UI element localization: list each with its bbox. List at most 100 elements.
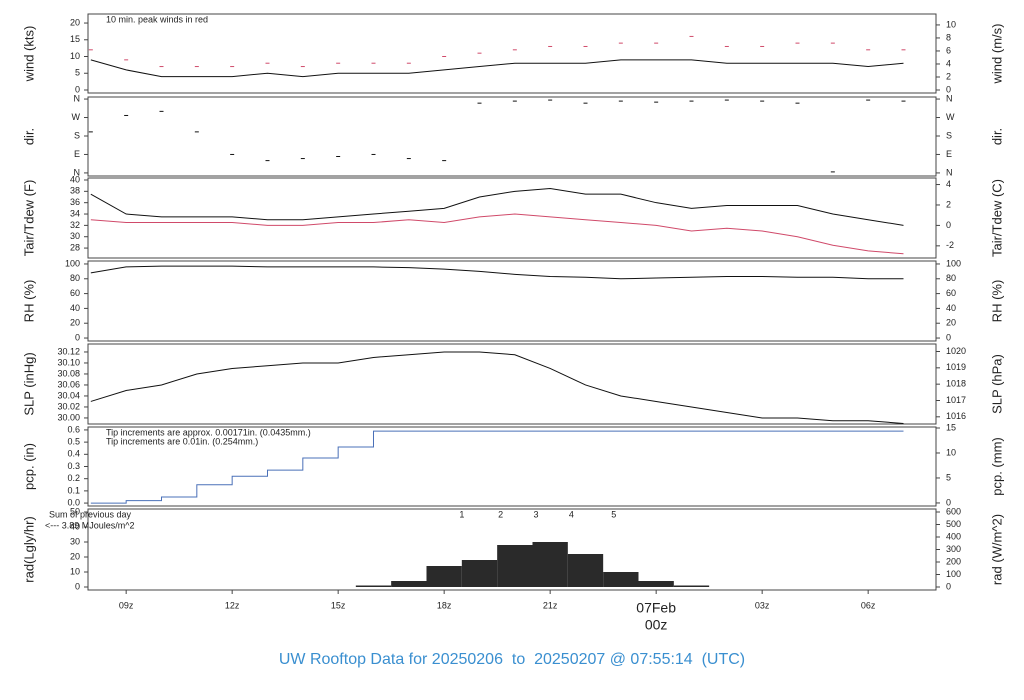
- y-tick-label: 5: [946, 472, 951, 482]
- y-tick-label: 30.12: [57, 346, 80, 356]
- series-line: [90, 213, 904, 255]
- y-tick-label: W: [946, 112, 955, 122]
- y-tick-label: 40: [70, 521, 80, 531]
- y-tick-label: N: [946, 93, 953, 103]
- y-tick-label: 1020: [946, 346, 966, 356]
- x-tick-label: 09z: [119, 600, 134, 610]
- y-tick-label: 0: [946, 332, 951, 342]
- y-tick-label: N: [74, 93, 81, 103]
- y-tick-label: 0: [946, 581, 951, 591]
- y2-axis-label: wind (m/s): [989, 24, 1004, 85]
- bar: [497, 545, 533, 587]
- y-tick-label: 15: [70, 34, 80, 44]
- y-tick-label: 30.08: [57, 368, 80, 378]
- x-tick-label: 12z: [225, 600, 240, 610]
- panel-frame: [87, 260, 937, 342]
- y-tick-label: 20: [70, 318, 80, 328]
- y-axis-label: SLP (inHg): [21, 352, 36, 415]
- y-tick-label: 2: [946, 71, 951, 81]
- y-tick-label: 40: [70, 303, 80, 313]
- series-line: [90, 265, 904, 280]
- y-tick-label: S: [74, 130, 80, 140]
- y-tick-label: 1016: [946, 411, 966, 421]
- date-label: 07Feb: [636, 600, 676, 616]
- y-tick-label: 20: [70, 17, 80, 27]
- y-tick-label: 60: [946, 288, 956, 298]
- y-tick-label: 600: [946, 506, 961, 516]
- y2-axis-label: RH (%): [989, 280, 1004, 323]
- bar: [603, 572, 639, 587]
- x-tick-label: 03z: [755, 600, 770, 610]
- x-tick-label: 15z: [331, 600, 346, 610]
- y-tick-label: 100: [946, 258, 961, 268]
- y-tick-label: 10: [70, 566, 80, 576]
- y-tick-label: 4: [946, 58, 951, 68]
- bar: [355, 585, 392, 587]
- y-tick-label: 8: [946, 32, 951, 42]
- bar: [391, 581, 427, 587]
- marker-label: 2: [498, 509, 503, 519]
- y-tick-label: 30: [70, 231, 80, 241]
- side-note: Sum of previous day: [49, 509, 132, 519]
- y-tick-label: 30.02: [57, 401, 80, 411]
- bar: [567, 554, 604, 587]
- y-tick-label: 0: [946, 497, 951, 507]
- y2-axis-label: rad (W/m^2): [989, 514, 1004, 585]
- panel-frame: [87, 96, 937, 177]
- y-tick-label: 30.06: [57, 379, 80, 389]
- y-tick-label: 30.04: [57, 390, 80, 400]
- y-tick-label: 0: [75, 332, 80, 342]
- bar: [461, 560, 498, 587]
- y-tick-label: 5: [75, 68, 80, 78]
- side-note: <--- 3.89 MJoules/m^2: [45, 520, 135, 530]
- y-tick-label: 38: [70, 186, 80, 196]
- y-tick-label: 0.6: [67, 424, 80, 434]
- series-line: [90, 187, 904, 226]
- y-tick-label: 100: [65, 258, 80, 268]
- y-tick-label: 10: [70, 51, 80, 61]
- x-tick-label: 18z: [437, 600, 452, 610]
- y-tick-label: 6: [946, 45, 951, 55]
- panel-frame: [87, 13, 937, 94]
- y-tick-label: W: [72, 112, 81, 122]
- y-tick-label: 30.10: [57, 357, 80, 367]
- y-tick-label: 0.0: [67, 497, 80, 507]
- panel-frame: [87, 343, 937, 425]
- y-tick-label: 0.4: [67, 449, 80, 459]
- x-tick-label: 21z: [543, 600, 558, 610]
- y-tick-label: 40: [946, 303, 956, 313]
- y-tick-label: E: [74, 149, 80, 159]
- y-tick-label: 0: [75, 84, 80, 94]
- y-tick-label: 200: [946, 556, 961, 566]
- y-tick-label: 300: [946, 544, 961, 554]
- y-tick-label: 30.00: [57, 412, 80, 422]
- y-tick-label: S: [946, 130, 952, 140]
- y-axis-label: Tair/Tdew (F): [21, 180, 36, 257]
- marker-label: 1: [459, 509, 464, 519]
- y2-axis-label: dir.: [989, 128, 1004, 145]
- y-tick-label: 20: [70, 551, 80, 561]
- y-tick-label: 30: [70, 536, 80, 546]
- annotation: Tip increments are approx. 0.00171in. (0…: [106, 427, 311, 437]
- y-tick-label: 0: [946, 220, 951, 230]
- annotation: Tip increments are 0.01in. (0.254mm.): [106, 436, 258, 446]
- x-tick-label: 06z: [861, 600, 876, 610]
- y-tick-label: E: [946, 149, 952, 159]
- y2-axis-label: Tair/Tdew (C): [989, 179, 1004, 257]
- y-tick-label: 1018: [946, 379, 966, 389]
- series-line: [90, 351, 904, 424]
- y-axis-label: wind (kts): [21, 26, 36, 83]
- y-tick-label: 500: [946, 519, 961, 529]
- y-tick-label: 32: [70, 220, 80, 230]
- y2-axis-label: pcp. (mm): [989, 437, 1004, 496]
- y-tick-label: 0.5: [67, 436, 80, 446]
- bar: [532, 542, 568, 587]
- y-tick-label: 40: [70, 174, 80, 184]
- y-tick-label: 34: [70, 208, 80, 218]
- y2-axis-label: SLP (hPa): [989, 354, 1004, 414]
- y-axis-label: pcp. (in): [21, 443, 36, 490]
- annotation: 10 min. peak winds in red: [106, 14, 208, 24]
- y-tick-label: N: [74, 167, 81, 177]
- y-tick-label: 0.1: [67, 485, 80, 495]
- y-tick-label: 15: [946, 422, 956, 432]
